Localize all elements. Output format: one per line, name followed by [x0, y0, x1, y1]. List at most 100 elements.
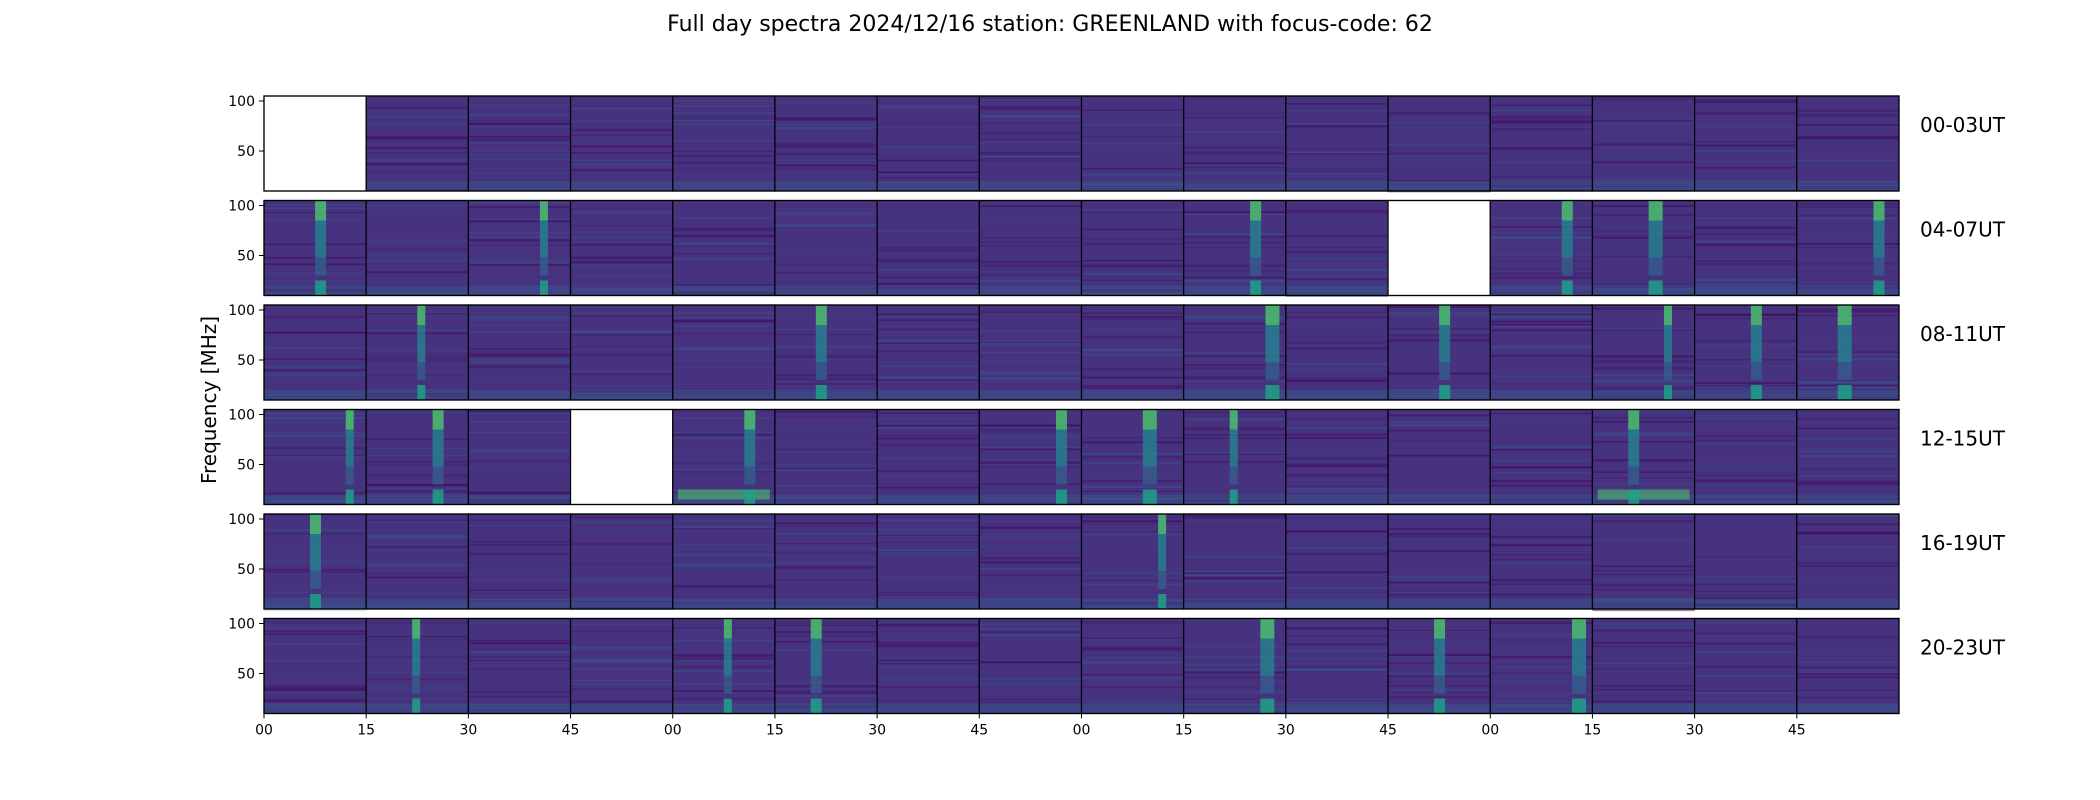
spectrum-panel: [1387, 304, 1491, 401]
spectrum-panel: [1387, 513, 1491, 610]
burst-mark: [1250, 235, 1262, 258]
panel-background: [979, 514, 1082, 609]
burst-mark: [810, 698, 822, 714]
burst-mark: [1250, 220, 1262, 236]
burst-mark: [1648, 257, 1663, 276]
panel-background: [468, 200, 571, 296]
burst-mark: [1260, 675, 1275, 694]
spectrum-panel: [569, 513, 674, 611]
burst-mark: [815, 325, 827, 340]
panel-background: [1490, 409, 1593, 505]
burst-mark: [412, 653, 421, 676]
panel-background: [1490, 305, 1593, 400]
burst-mark: [315, 280, 327, 296]
spectrum-panel: [365, 95, 469, 192]
spectrum-panel: [672, 617, 776, 715]
panel-background: [774, 200, 878, 296]
burst-mark: [1434, 653, 1446, 676]
spectrum-panel: [365, 304, 469, 401]
burst-mark: [1229, 444, 1238, 467]
spectrum-panel: [1080, 408, 1185, 506]
panel-background: [672, 409, 775, 505]
panel-background: [1285, 200, 1389, 296]
burst-mark: [1873, 257, 1885, 276]
spectrum-panel: [1080, 513, 1185, 610]
x-tick-label: 30: [1686, 723, 1704, 739]
burst-mark: [1158, 549, 1167, 571]
panel-background: [1694, 409, 1797, 505]
burst-mark: [1873, 200, 1885, 221]
burst-mark: [810, 638, 822, 654]
burst-mark: [723, 698, 732, 714]
burst-mark: [1055, 466, 1067, 485]
burst-mark: [1648, 200, 1663, 221]
burst-mark: [1663, 305, 1672, 325]
burst-mark: [432, 444, 444, 467]
y-tick-label: 50: [237, 562, 255, 578]
burst-mark: [1055, 444, 1067, 467]
x-tick-label: 45: [1379, 723, 1397, 739]
burst-mark: [1142, 466, 1157, 485]
burst-mark: [810, 675, 822, 694]
panel-background: [1796, 618, 1899, 714]
burst-mark: [1837, 325, 1852, 340]
burst-mark: [1561, 235, 1573, 258]
burst-mark: [315, 220, 327, 236]
burst-mark: [1572, 698, 1586, 714]
y-tick-label: 50: [237, 458, 255, 474]
burst-mark: [723, 618, 732, 639]
spectrum-panel: [774, 617, 878, 715]
burst-mark: [432, 409, 444, 430]
spectrum-panel: [1591, 304, 1696, 401]
burst-mark: [1142, 409, 1157, 430]
row-time-label: 12-15UT: [1920, 427, 2006, 451]
burst-mark: [1628, 466, 1640, 485]
panel-background: [264, 305, 367, 400]
spectrum-panel: [1183, 617, 1287, 715]
spectrum-panel: [1285, 617, 1389, 715]
burst-mark: [412, 638, 421, 654]
spectrum-panel: [1183, 95, 1287, 192]
burst-mark: [417, 340, 426, 362]
spectrum-panel: [1489, 199, 1594, 297]
row-time-label: 00-03UT: [1920, 113, 2006, 137]
panel-background: [264, 618, 367, 714]
burst-mark: [1229, 466, 1238, 485]
panel-background: [1694, 514, 1797, 609]
spectra-row: 50 100 16-19UT: [228, 512, 2006, 612]
burst-mark: [539, 220, 548, 236]
spectrum-panel: [1183, 408, 1287, 506]
panel-background: [570, 514, 673, 609]
spectrum-panel: [978, 513, 1083, 610]
burst-mark: [1055, 489, 1067, 505]
x-tick-label: 45: [970, 723, 988, 739]
panel-background: [1796, 409, 1899, 505]
burst-mark: [309, 571, 321, 589]
x-tick-label: 00: [664, 723, 682, 739]
spectrum-panel: [1694, 513, 1798, 610]
spectrum-panel: [1183, 513, 1287, 610]
panel-background: [1285, 514, 1389, 609]
spectrum-panel: [876, 408, 980, 506]
y-tick-label: 100: [228, 617, 255, 633]
panel-background: [1081, 409, 1184, 505]
panel-background: [979, 618, 1082, 714]
x-tick-label: 15: [357, 723, 375, 739]
burst-mark: [315, 200, 327, 221]
spectrum-panel: [1080, 95, 1185, 192]
burst-mark: [417, 362, 426, 380]
burst-mark: [1663, 362, 1672, 380]
burst-mark: [1837, 385, 1852, 400]
spectrum-panel: [978, 408, 1083, 506]
panel-background: [1081, 305, 1184, 400]
burst-mark: [1260, 618, 1275, 639]
panel-background: [1285, 305, 1389, 400]
burst-mark: [1628, 409, 1640, 430]
burst-mark: [815, 305, 827, 325]
burst-mark: [1260, 638, 1275, 654]
spectrum-panel: [263, 617, 367, 715]
panel-background: [877, 514, 980, 609]
burst-mark: [345, 429, 354, 445]
spectrum-panel: [1285, 95, 1389, 192]
burst-mark: [1572, 638, 1586, 654]
